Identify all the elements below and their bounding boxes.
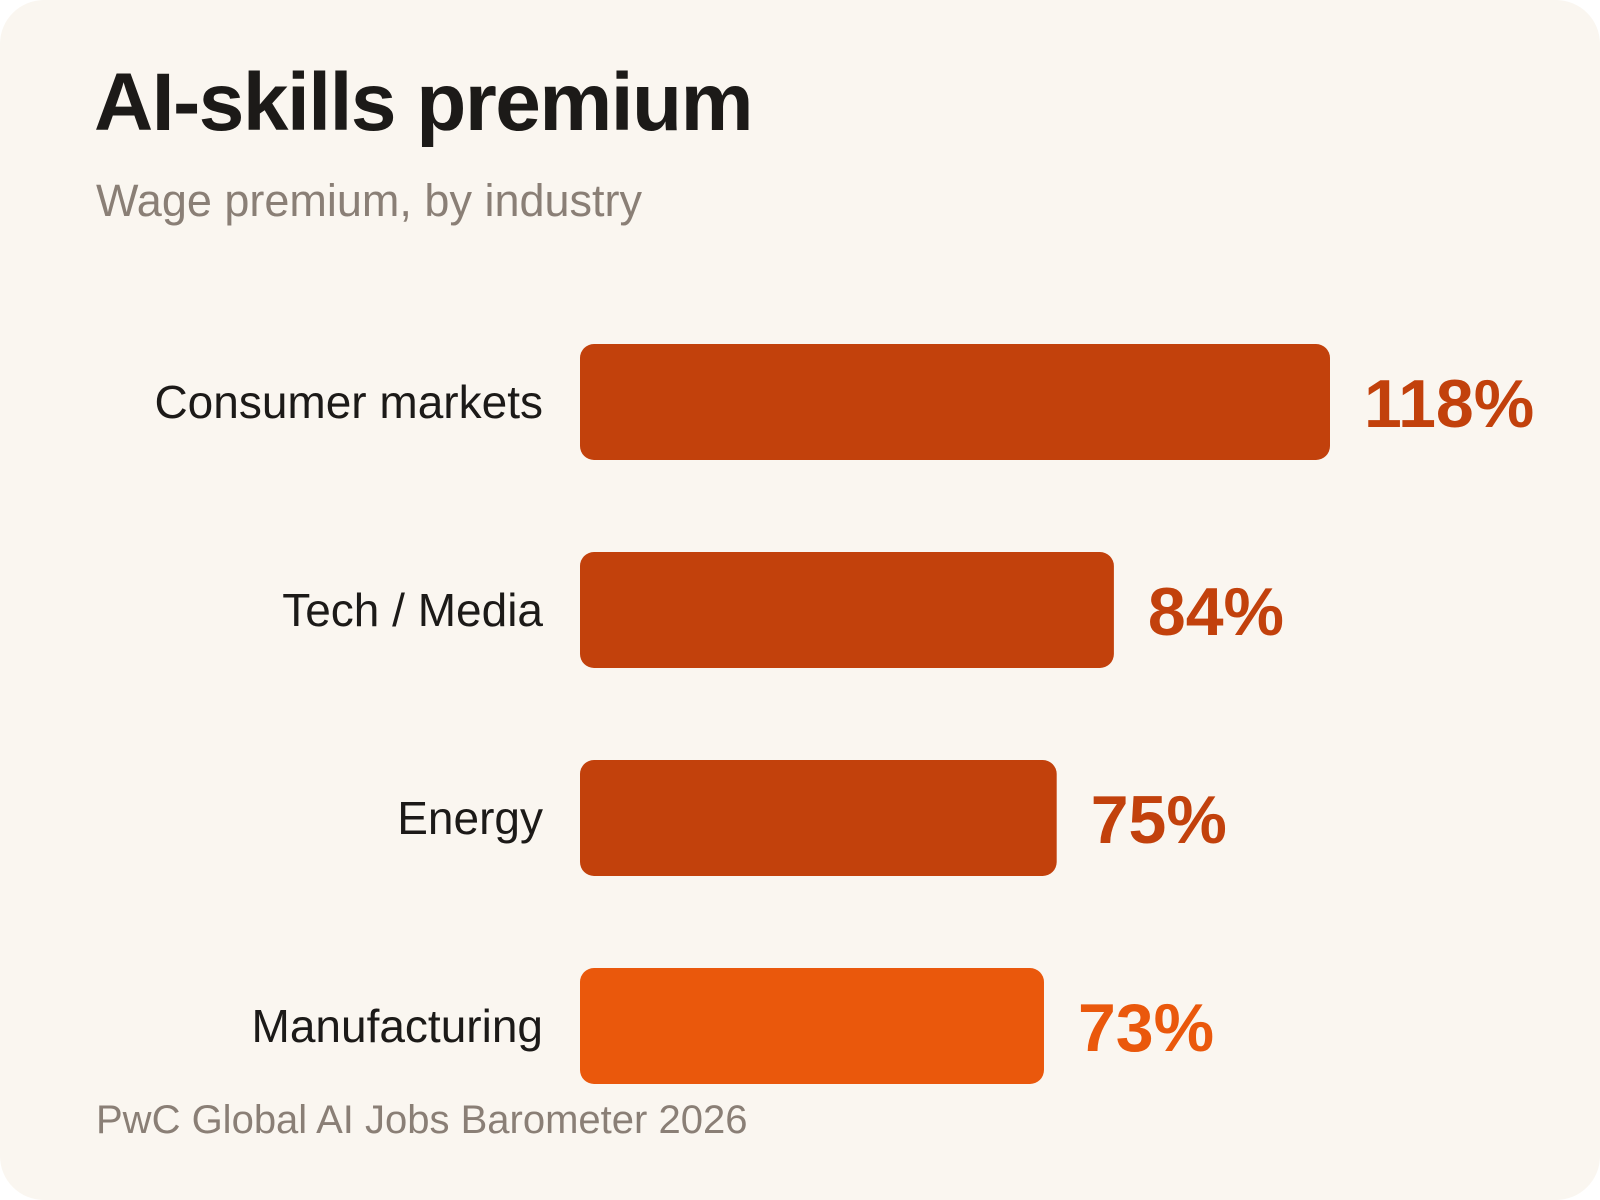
bars-group: Consumer markets 118% Tech / Media 84% Energ… <box>154 344 1534 1084</box>
value-label-consumer-markets: 118% <box>1364 366 1534 442</box>
bar-consumer-markets <box>580 344 1330 460</box>
value-label-manufacturing: 73% <box>1078 990 1214 1066</box>
bar-row-energy: Energy 75% <box>397 760 1227 876</box>
category-label-consumer-markets: Consumer markets <box>154 376 543 428</box>
category-label-manufacturing: Manufacturing <box>252 1000 544 1052</box>
chart-subtitle: Wage premium, by industry <box>96 175 643 226</box>
bar-manufacturing <box>580 968 1044 1084</box>
category-label-energy: Energy <box>397 792 543 844</box>
bar-row-consumer-markets: Consumer markets 118% <box>154 344 1534 460</box>
bar-row-tech-media: Tech / Media 84% <box>282 552 1284 668</box>
value-label-energy: 75% <box>1091 782 1227 858</box>
chart-source: PwC Global AI Jobs Barometer 2026 <box>96 1098 748 1142</box>
chart-title: AI-skills premium <box>94 57 754 148</box>
bar-energy <box>580 760 1057 876</box>
bar-tech-media <box>580 552 1114 668</box>
value-label-tech-media: 84% <box>1148 574 1284 650</box>
bar-row-manufacturing: Manufacturing 73% <box>252 968 1214 1084</box>
category-label-tech-media: Tech / Media <box>282 584 543 636</box>
